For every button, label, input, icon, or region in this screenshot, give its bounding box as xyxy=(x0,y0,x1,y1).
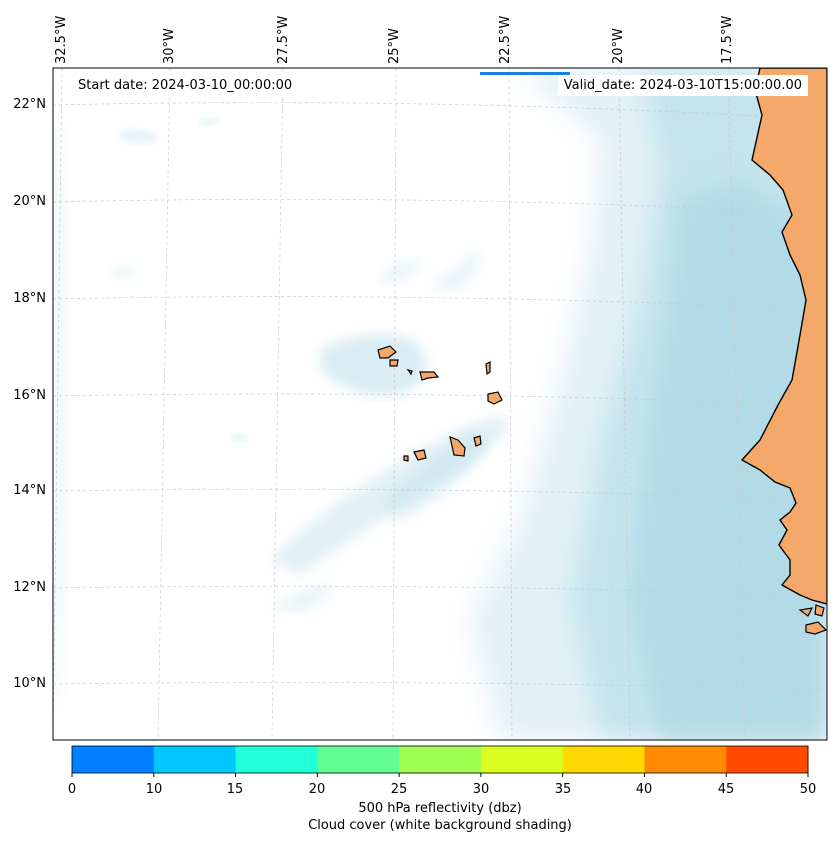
colorbar-segment xyxy=(644,746,727,773)
cloud-cover-shading xyxy=(53,68,827,740)
header-blue-mark xyxy=(480,72,570,75)
colorbar-tick-label: 30 xyxy=(472,782,490,797)
lon-label-32-5w: 32.5°W xyxy=(54,15,69,64)
colorbar-tick-label: 10 xyxy=(145,782,163,797)
colorbar-segment xyxy=(153,746,237,773)
valid-date-label: Valid_date: 2024-03-10T15:00:00.00 xyxy=(557,75,808,96)
colorbar-tick-label: 35 xyxy=(554,782,572,797)
lon-label-27-5w: 27.5°W xyxy=(276,15,291,64)
lon-label-17-5w: 17.5°W xyxy=(720,15,735,64)
start-date-label: Start date: 2024-03-10_00:00:00 xyxy=(72,75,299,96)
lon-label-20w: 20°W xyxy=(611,28,626,64)
colorbar-segment xyxy=(399,746,482,773)
lon-label-22-5w: 22.5°W xyxy=(498,15,513,64)
lat-label-22n: 22°N xyxy=(13,97,46,112)
lat-label-16n: 16°N xyxy=(13,388,46,403)
colorbar-tick-label: 45 xyxy=(717,782,735,797)
colorbar-segment xyxy=(480,746,564,773)
colorbar-tick-label: 40 xyxy=(635,782,653,797)
lon-label-30w: 30°W xyxy=(162,28,177,64)
map-frame xyxy=(52,67,828,741)
graticule xyxy=(53,68,827,740)
lon-label-25w: 25°W xyxy=(387,28,402,64)
lat-label-10n: 10°N xyxy=(13,676,46,691)
colorbar-segment xyxy=(235,746,318,773)
colorbar xyxy=(71,745,809,777)
colorbar-segment xyxy=(562,746,645,773)
colorbar-segment xyxy=(72,746,155,773)
colorbar-label: 500 hPa reflectivity (dbz) xyxy=(358,801,522,816)
lat-label-12n: 12°N xyxy=(13,580,46,595)
guinea-coast xyxy=(798,604,827,635)
lat-label-14n: 14°N xyxy=(13,483,46,498)
colorbar-tick-label: 0 xyxy=(67,782,77,797)
colorbar-segment xyxy=(317,746,400,773)
africa-landmass xyxy=(740,68,827,605)
cape-verde-islands xyxy=(377,345,503,462)
colorbar-sublabel: Cloud cover (white background shading) xyxy=(308,818,572,833)
colorbar-tick-label: 50 xyxy=(799,782,817,797)
lat-label-18n: 18°N xyxy=(13,291,46,306)
colorbar-tick-label: 25 xyxy=(390,782,408,797)
colorbar-tick-label: 15 xyxy=(226,782,244,797)
lat-label-20n: 20°N xyxy=(13,194,46,209)
colorbar-segment xyxy=(726,746,809,773)
colorbar-outline xyxy=(71,745,809,774)
colorbar-tick-label: 20 xyxy=(308,782,326,797)
